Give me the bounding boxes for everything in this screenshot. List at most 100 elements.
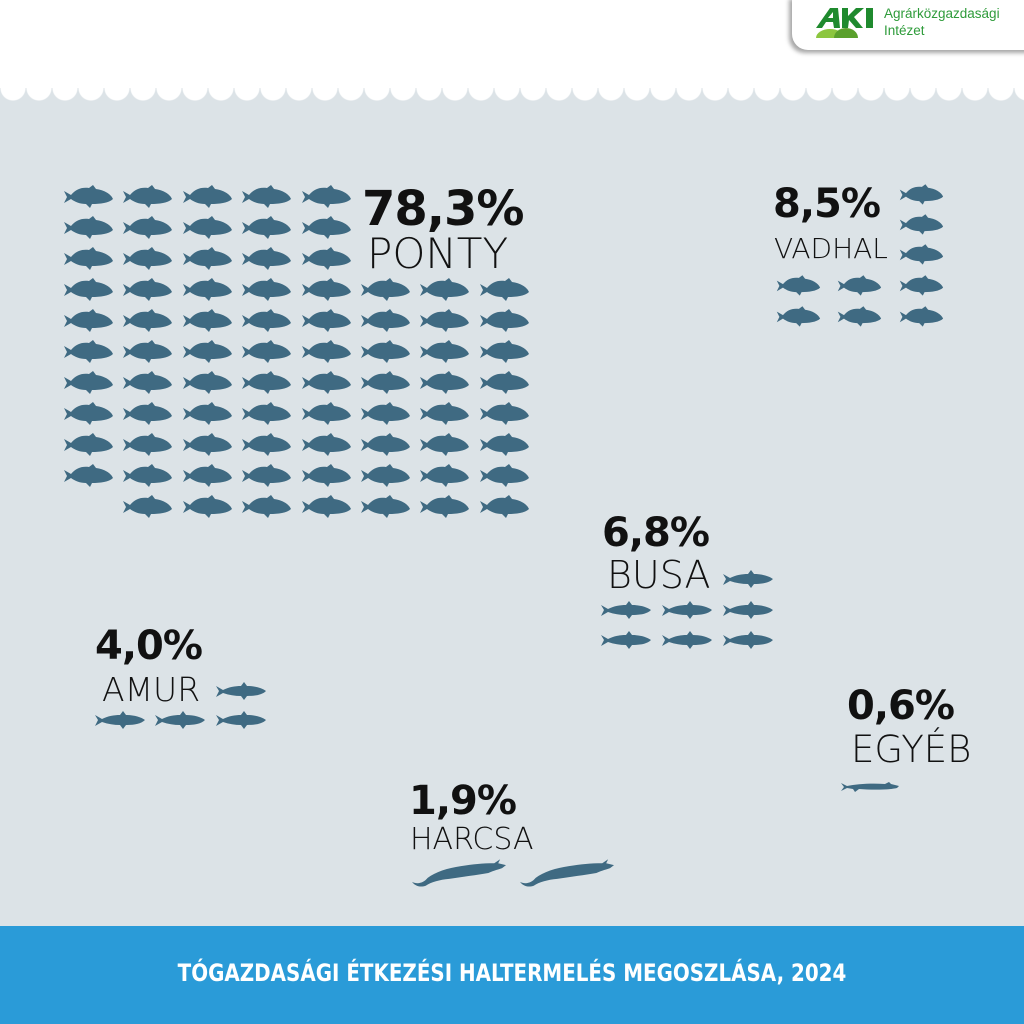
amur-percent: 4,0% (95, 623, 203, 669)
ponty-fish-icon (123, 402, 172, 425)
ponty-fish-icon (123, 216, 172, 239)
amur-fish-icon (216, 682, 266, 700)
amur-label: AMUR (102, 670, 201, 709)
busa-fish-icon (601, 631, 651, 649)
ponty-fish-icon (302, 464, 351, 487)
ponty-fish-icon (64, 340, 113, 363)
ponty-percent: 78,3% (362, 181, 525, 237)
ponty-fish-icon (64, 371, 113, 394)
vadhal-fish-icon (837, 306, 882, 327)
egyeb-pike-icon (841, 782, 899, 792)
ponty-fish-icon (183, 216, 232, 239)
ponty-fish-icon (64, 402, 113, 425)
ponty-fish-icon (183, 309, 232, 332)
ponty-fish-icon (361, 309, 410, 332)
ponty-label: PONTY (367, 229, 509, 278)
ponty-fish-icon (242, 309, 291, 332)
ponty-fish-icon (123, 309, 172, 332)
egyeb-label: EGYÉB (851, 728, 972, 771)
wave-edge (0, 82, 1024, 104)
ponty-fish-icon (420, 433, 469, 456)
ponty-fish-icon (242, 247, 291, 270)
chart-title: TÓGAZDASÁGI ÉTKEZÉSI HALTERMELÉS MEGOSZL… (177, 959, 847, 987)
harcsa-percent: 1,9% (409, 778, 517, 824)
harcsa-catfish-icon (412, 859, 506, 887)
vadhal-fish-icon (837, 275, 882, 296)
ponty-fish-icon (480, 464, 529, 487)
ponty-fish-icon (420, 309, 469, 332)
ponty-fish-icon (242, 464, 291, 487)
amur-fish-icon (155, 711, 205, 729)
ponty-fish-icon (420, 340, 469, 363)
amur-fish-icon (95, 711, 145, 729)
ponty-fish-icon (420, 464, 469, 487)
ponty-fish-icon (183, 402, 232, 425)
ponty-fish-icon (420, 495, 469, 518)
ponty-fish-icon (361, 433, 410, 456)
ponty-fish-icon (361, 340, 410, 363)
busa-fish-icon (723, 570, 773, 588)
ponty-fish-icon (183, 247, 232, 270)
vadhal-fish-icon (899, 184, 944, 205)
ponty-fish-icon (420, 278, 469, 301)
vadhal-label: VADHAL (774, 232, 888, 265)
ponty-fish-icon (302, 371, 351, 394)
ponty-fish-icon (64, 247, 113, 270)
busa-fish-icon (662, 601, 712, 619)
ponty-fish-icon (183, 371, 232, 394)
ponty-fish-icon (242, 495, 291, 518)
ponty-fish-icon (480, 309, 529, 332)
ponty-fish-icon (123, 340, 172, 363)
ponty-fish-icon (123, 247, 172, 270)
ponty-fish-icon (64, 464, 113, 487)
vadhal-fish-icon (776, 306, 821, 327)
ponty-fish-icon (64, 309, 113, 332)
ponty-fish-icon (183, 185, 232, 208)
ponty-fish-icon (302, 278, 351, 301)
busa-percent: 6,8% (602, 510, 710, 556)
ponty-fish-icon (183, 464, 232, 487)
vadhal-fish-icon (899, 214, 944, 235)
vadhal-fish-icon (776, 275, 821, 296)
ponty-fish-icon (361, 464, 410, 487)
ponty-fish-icon (302, 340, 351, 363)
vadhal-fish-icon (899, 275, 944, 296)
ponty-fish-icon (361, 495, 410, 518)
ponty-fish-icon (242, 340, 291, 363)
logo-line-1: Agrárközgazdasági (884, 6, 1000, 21)
ponty-fish-icon (302, 185, 351, 208)
busa-fish-icon (662, 631, 712, 649)
ponty-fish-icon (123, 371, 172, 394)
ponty-fish-icon (183, 340, 232, 363)
ponty-fish-icon (123, 495, 172, 518)
logo-line-2: Intézet (884, 23, 925, 38)
ponty-fish-icon (183, 433, 232, 456)
ponty-fish-icon (64, 216, 113, 239)
ponty-fish-icon (302, 216, 351, 239)
ponty-fish-icon (183, 278, 232, 301)
ponty-fish-icon (480, 340, 529, 363)
amur-fish-icon (216, 711, 266, 729)
aki-logo: Agrárközgazdasági Intézet (792, 0, 1024, 50)
ponty-fish-icon (123, 464, 172, 487)
ponty-fish-icon (361, 402, 410, 425)
ponty-fish-icon (420, 371, 469, 394)
ponty-fish-icon (361, 371, 410, 394)
ponty-fish-icon (242, 278, 291, 301)
ponty-fish-icon (302, 402, 351, 425)
ponty-fish-icon (361, 278, 410, 301)
egyeb-percent: 0,6% (847, 683, 955, 729)
busa-fish-icon (601, 601, 651, 619)
ponty-fish-icon (302, 309, 351, 332)
ponty-fish-icon (123, 185, 172, 208)
ponty-fish-icon (64, 433, 113, 456)
ponty-fish-icon (64, 185, 113, 208)
vadhal-fish-icon (899, 244, 944, 265)
vadhal-fish-icon (899, 306, 944, 327)
ponty-fish-icon (64, 278, 113, 301)
ponty-fish-icon (480, 433, 529, 456)
ponty-fish-icon (302, 247, 351, 270)
ponty-fish-icon (480, 278, 529, 301)
ponty-fish-icon (123, 278, 172, 301)
